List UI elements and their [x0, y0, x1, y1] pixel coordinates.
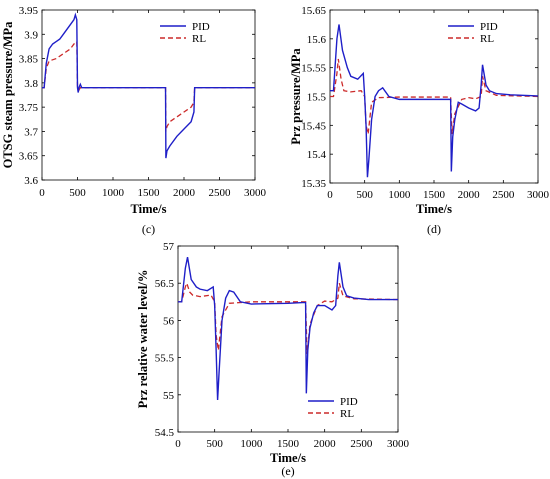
y-tick-label: 15.35 [301, 178, 326, 190]
y-tick-label: 3.85 [19, 54, 39, 66]
x-tick-label: 3000 [387, 438, 410, 450]
x-tick-label: 3000 [244, 187, 267, 199]
y-tick-label: 3.9 [24, 29, 38, 41]
plot-frame [41, 9, 256, 181]
x-axis-label: Time/s [416, 202, 452, 216]
y-tick-label: 3.7 [24, 126, 38, 138]
series-line-pid [178, 257, 398, 401]
y-tick-label: 3.65 [19, 151, 39, 163]
y-tick-label: 3.6 [24, 175, 38, 187]
x-tick-label: 1500 [138, 187, 161, 199]
x-tick-label: 1000 [240, 438, 263, 450]
x-tick-label: 1000 [102, 187, 125, 199]
y-tick-label: 3.8 [24, 78, 38, 90]
y-tick-label: 15.5 [307, 92, 327, 104]
x-tick-label: 0 [39, 187, 45, 199]
y-tick-label: 15.4 [307, 149, 327, 161]
legend-label-pid: PID [480, 21, 498, 33]
panel-label: (c) [142, 222, 155, 236]
panel-label: (d) [427, 222, 441, 236]
x-tick-label: 2000 [314, 438, 337, 450]
x-tick-label: 2000 [173, 187, 196, 199]
legend-label-pid: PID [340, 396, 358, 408]
x-tick-label: 1000 [388, 189, 411, 201]
y-tick-label: 56.5 [155, 278, 175, 290]
legend-label-rl: RL [192, 33, 206, 45]
x-tick-label: 0 [175, 438, 181, 450]
x-tick-label: 3000 [527, 189, 550, 201]
x-tick-label: 500 [206, 438, 223, 450]
y-tick-label: 15.6 [307, 34, 327, 46]
x-tick-label: 2500 [209, 187, 232, 199]
chart-panel-1: 0 500 1000 1500 2000 2500 3000 15.35 15.4 15.45 15… [289, 5, 550, 236]
panel-label: (e) [281, 464, 294, 478]
x-tick-label: 1500 [277, 438, 300, 450]
x-axis-label: Time/s [270, 451, 306, 465]
plot-frame [177, 245, 399, 433]
series-line-rl [330, 58, 538, 135]
y-tick-label: 15.45 [301, 120, 326, 132]
y-axis-label: Prz relative water level/% [136, 270, 150, 409]
series-line-rl [178, 281, 398, 354]
y-tick-label: 57 [163, 241, 175, 253]
y-tick-label: 3.95 [19, 5, 39, 17]
plot-frame [329, 9, 539, 184]
series-line-pid [42, 12, 255, 159]
x-tick-label: 2000 [458, 189, 481, 201]
x-tick-label: 500 [69, 187, 86, 199]
x-axis-label: Time/s [131, 202, 167, 216]
series-line-pid [330, 24, 538, 178]
y-axis-label: OTSG steam pressure/MPa [1, 21, 15, 169]
x-tick-label: 0 [327, 189, 333, 201]
legend-label-rl: RL [480, 33, 494, 45]
x-tick-label: 1500 [423, 189, 446, 201]
y-axis-label: Prz pressure/MPa [289, 48, 303, 145]
legend-label-pid: PID [192, 21, 210, 33]
x-tick-label: 500 [356, 189, 373, 201]
y-tick-label: 56 [163, 315, 175, 327]
x-tick-label: 2500 [492, 189, 515, 201]
y-tick-label: 55.5 [155, 353, 175, 365]
y-tick-label: 55 [163, 390, 175, 402]
x-tick-label: 2500 [350, 438, 373, 450]
y-tick-label: 15.55 [301, 63, 326, 75]
y-tick-label: 15.65 [301, 5, 326, 17]
series-line-rl [42, 40, 255, 132]
chart-panel-2: 0 500 1000 1500 2000 2500 3000 54.5 55 55.5 56 56.5… [136, 241, 410, 478]
chart-panel-0: 0 500 1000 1500 2000 2500 3000 3.6 3.65 3.7 3.75 3.… [1, 5, 267, 236]
legend-label-rl: RL [340, 408, 354, 420]
y-tick-label: 54.5 [155, 427, 175, 439]
y-tick-label: 3.75 [19, 102, 39, 114]
